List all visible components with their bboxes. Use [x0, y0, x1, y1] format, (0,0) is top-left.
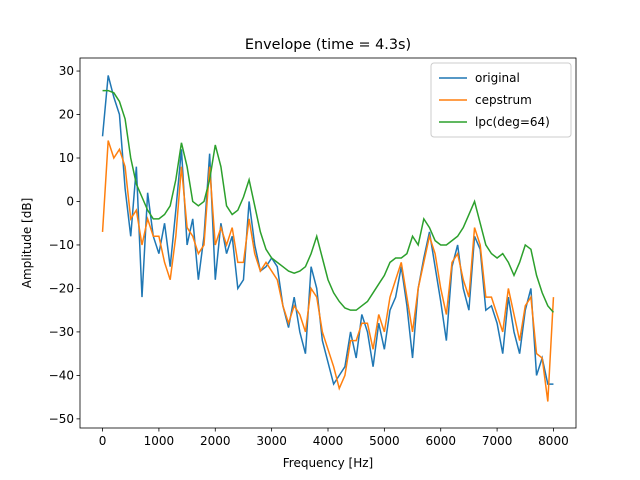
y-tick-label: 0 — [66, 194, 74, 208]
legend-box — [430, 62, 572, 138]
series-line — [102, 89, 555, 313]
y-tick-label: 10 — [59, 151, 74, 165]
legend-label: cepstrum — [475, 93, 532, 107]
legend-label: original — [475, 71, 520, 85]
x-tick-label: 0 — [99, 434, 107, 448]
x-tick-label: 3000 — [256, 434, 287, 448]
x-tick-label: 5000 — [369, 434, 400, 448]
y-tick-label: 30 — [59, 64, 74, 78]
x-tick-label: 2000 — [200, 434, 231, 448]
chart-title: Envelope (time = 4.3s) — [245, 37, 411, 53]
y-axis-label: Amplitude [dB] — [20, 198, 34, 289]
x-tick-label: 6000 — [425, 434, 456, 448]
legend-label: lpc(deg=64) — [475, 115, 550, 129]
x-tick-label: 7000 — [482, 434, 513, 448]
x-tick-label: 4000 — [313, 434, 344, 448]
y-tick-label: −20 — [49, 281, 74, 295]
x-tick-label: 1000 — [144, 434, 175, 448]
plot-frame — [79, 57, 577, 429]
y-tick-label: −30 — [49, 325, 74, 339]
series-line — [101, 140, 555, 402]
x-axis-label: Frequency [Hz] — [283, 456, 374, 470]
y-tick-label: −40 — [49, 368, 74, 382]
x-tick-label: 8000 — [538, 434, 569, 448]
y-tick-label: −10 — [49, 238, 74, 252]
y-tick-label: −50 — [49, 412, 74, 426]
y-tick-label: 20 — [59, 108, 74, 122]
series-line — [101, 75, 554, 386]
